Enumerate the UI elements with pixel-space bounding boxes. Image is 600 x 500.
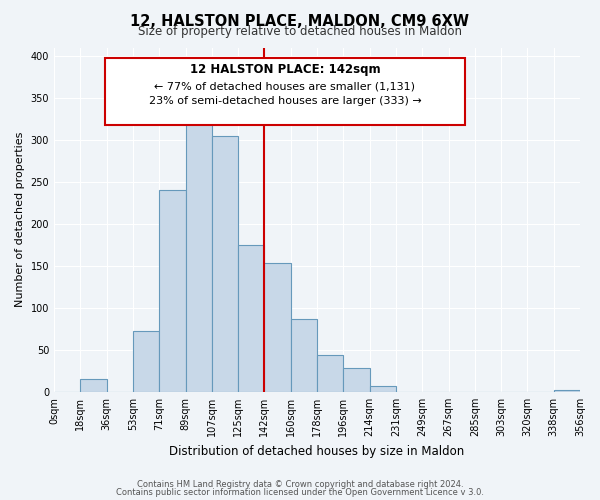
Bar <box>317 355 343 392</box>
Text: 12 HALSTON PLACE: 142sqm: 12 HALSTON PLACE: 142sqm <box>190 64 380 76</box>
Bar <box>185 110 212 392</box>
Text: Contains public sector information licensed under the Open Government Licence v : Contains public sector information licen… <box>116 488 484 497</box>
Bar <box>554 390 580 392</box>
Bar <box>370 386 396 392</box>
X-axis label: Distribution of detached houses by size in Maldon: Distribution of detached houses by size … <box>169 444 464 458</box>
Y-axis label: Number of detached properties: Number of detached properties <box>15 132 25 308</box>
Bar <box>265 264 291 392</box>
Bar <box>291 319 317 392</box>
Bar <box>80 380 107 392</box>
Text: Contains HM Land Registry data © Crown copyright and database right 2024.: Contains HM Land Registry data © Crown c… <box>137 480 463 489</box>
Text: 23% of semi-detached houses are larger (333) →: 23% of semi-detached houses are larger (… <box>149 96 421 106</box>
Bar <box>159 190 185 392</box>
Text: 12, HALSTON PLACE, MALDON, CM9 6XW: 12, HALSTON PLACE, MALDON, CM9 6XW <box>131 14 470 29</box>
Bar <box>343 368 370 392</box>
Bar <box>212 136 238 392</box>
Text: ← 77% of detached houses are smaller (1,131): ← 77% of detached houses are smaller (1,… <box>155 82 415 92</box>
Bar <box>238 245 265 392</box>
Bar <box>133 332 159 392</box>
Text: Size of property relative to detached houses in Maldon: Size of property relative to detached ho… <box>138 25 462 38</box>
